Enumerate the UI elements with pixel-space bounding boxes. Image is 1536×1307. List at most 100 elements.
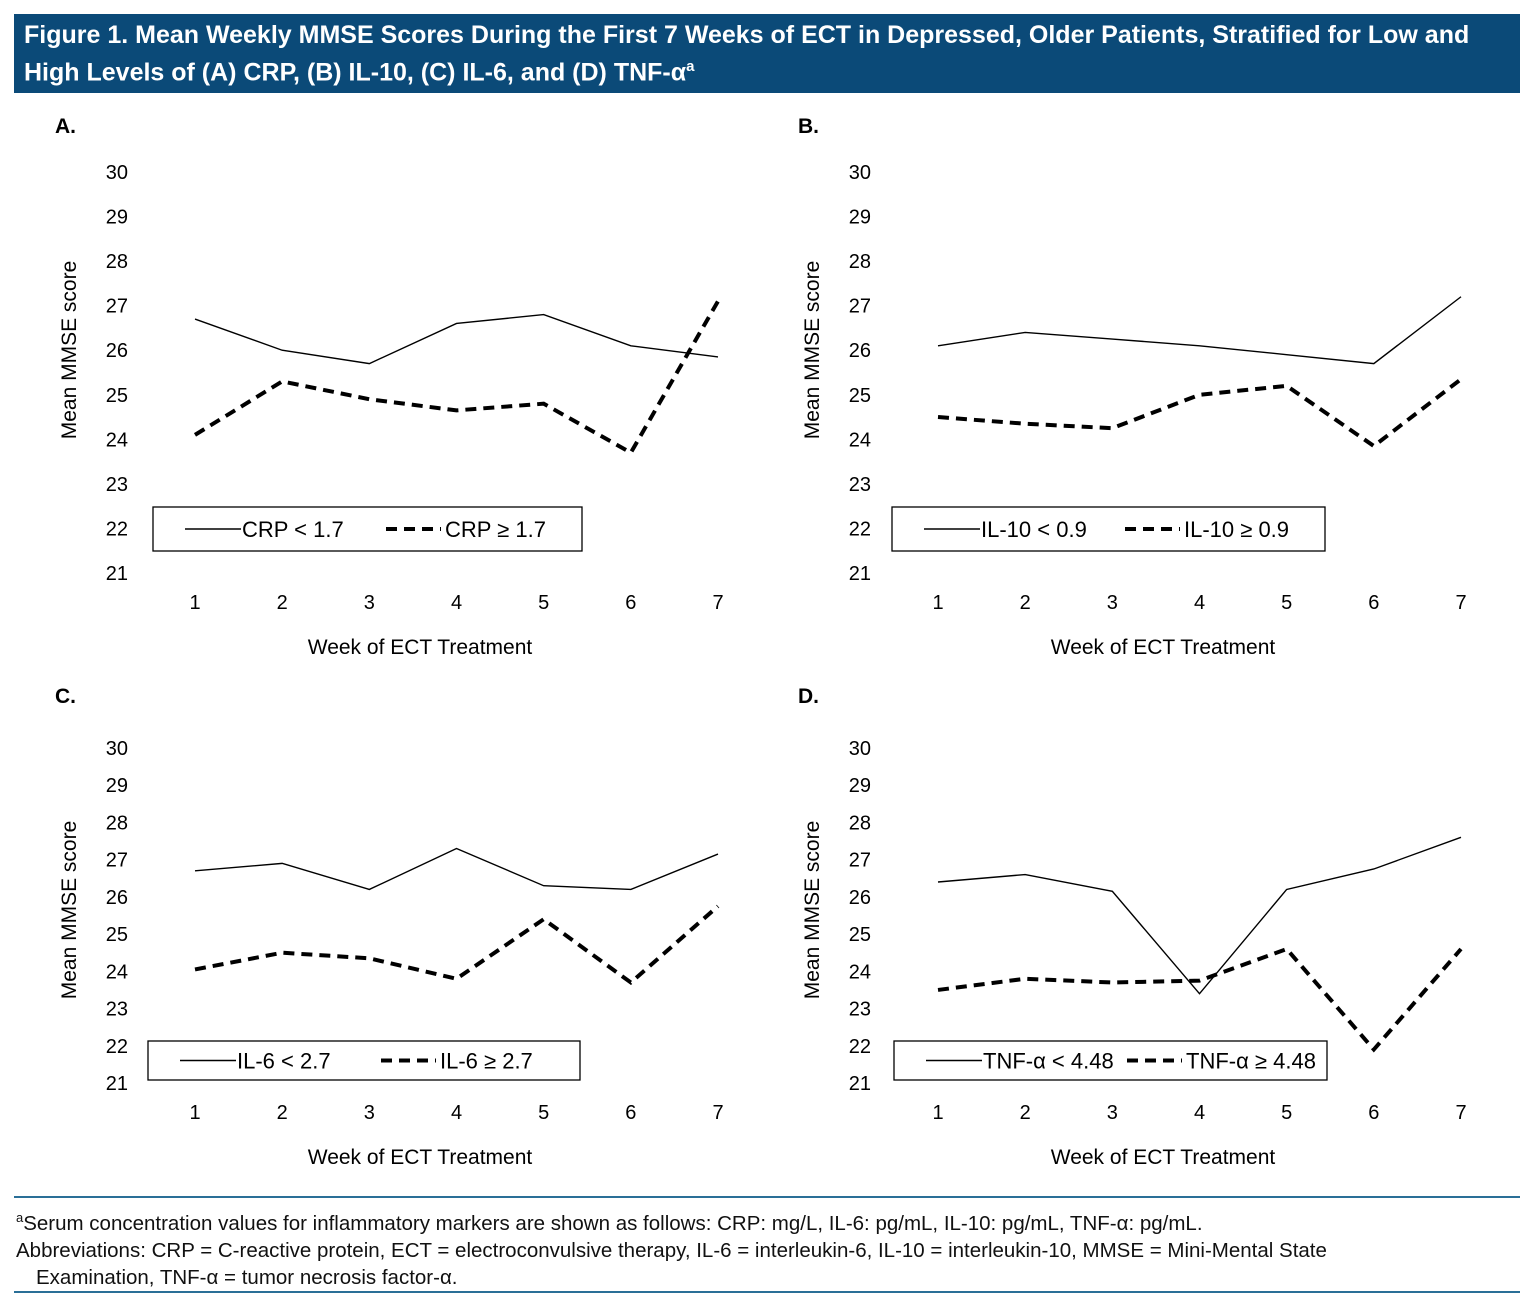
y-tick-label: 21: [849, 1073, 871, 1095]
legend-label: TNF-α ≥ 4.48: [1186, 1049, 1316, 1074]
y-tick-label: 30: [106, 162, 128, 184]
y-tick-label: 29: [106, 207, 128, 229]
y-tick-label: 22: [849, 518, 871, 540]
series-line-solid: [194, 847, 719, 891]
y-tick-label: 22: [849, 1036, 871, 1058]
panel-label: A.: [55, 115, 76, 138]
x-axis-label: Week of ECT Treatment: [1051, 636, 1276, 659]
footnote-a: aSerum concentration values for inflamma…: [16, 1204, 1518, 1237]
y-tick-label: 24: [849, 429, 871, 451]
y-tick-label: 21: [106, 1073, 128, 1095]
series-line-dashed: [193, 300, 720, 456]
x-axis-label: Week of ECT Treatment: [1051, 1146, 1276, 1169]
y-tick-label: 26: [849, 340, 871, 362]
y-axis-label: Mean MMSE score: [58, 261, 81, 440]
y-tick-label: 24: [106, 961, 128, 983]
y-tick-label: 26: [849, 887, 871, 909]
figure-title: Figure 1. Mean Weekly MMSE Scores During…: [14, 14, 1520, 93]
y-tick-label: 27: [849, 296, 871, 318]
y-tick-label: 30: [849, 162, 871, 184]
x-tick-label: 4: [1194, 592, 1205, 614]
legend-label: CRP ≥ 1.7: [445, 517, 546, 542]
y-axis-label: Mean MMSE score: [801, 261, 824, 440]
x-tick-label: 1: [932, 592, 943, 614]
legend-label: IL-10 < 0.9: [981, 517, 1087, 542]
y-tick-label: 27: [106, 296, 128, 318]
legend-label: TNF-α < 4.48: [983, 1049, 1114, 1074]
y-tick-label: 24: [849, 961, 871, 983]
x-axis-label: Week of ECT Treatment: [308, 636, 533, 659]
legend-label: IL-10 ≥ 0.9: [1184, 517, 1289, 542]
figure-title-sup: a: [686, 58, 695, 75]
y-tick-label: 30: [849, 738, 871, 760]
y-tick-label: 29: [849, 207, 871, 229]
legend-label: CRP < 1.7: [242, 517, 344, 542]
y-tick-label: 23: [849, 474, 871, 496]
x-tick-label: 2: [277, 1102, 288, 1124]
y-tick-label: 23: [106, 474, 128, 496]
x-tick-label: 4: [451, 1102, 462, 1124]
x-tick-label: 2: [1020, 1102, 1031, 1124]
y-tick-label: 28: [849, 251, 871, 273]
series-line-dashed: [937, 377, 1463, 449]
x-tick-label: 2: [1020, 592, 1031, 614]
y-tick-label: 26: [106, 340, 128, 362]
legend-label: IL-6 < 2.7: [237, 1049, 331, 1074]
x-tick-label: 1: [932, 1102, 943, 1124]
x-tick-label: 5: [1281, 592, 1292, 614]
x-tick-label: 6: [625, 592, 636, 614]
x-tick-label: 1: [189, 592, 200, 614]
y-tick-label: 25: [106, 924, 128, 946]
x-tick-label: 5: [538, 1102, 549, 1124]
y-tick-label: 25: [106, 385, 128, 407]
x-tick-label: 3: [364, 592, 375, 614]
x-tick-label: 5: [1281, 1102, 1292, 1124]
panel-label: C.: [55, 685, 76, 708]
x-tick-label: 3: [364, 1102, 375, 1124]
y-tick-label: 24: [106, 429, 128, 451]
footnote-text: Serum concentration values for inflammat…: [23, 1211, 1203, 1235]
panel-label: B.: [798, 115, 819, 138]
y-tick-label: 21: [106, 563, 128, 585]
x-tick-label: 1: [189, 1102, 200, 1124]
abbreviations-cont: Examination, TNF-α = tumor necrosis fact…: [36, 1265, 458, 1289]
x-tick-label: 6: [625, 1102, 636, 1124]
series-line-solid: [194, 313, 719, 365]
x-tick-label: 2: [277, 592, 288, 614]
series-line-solid: [937, 836, 1462, 995]
x-tick-label: 3: [1107, 1102, 1118, 1124]
y-tick-label: 29: [849, 775, 871, 797]
x-tick-label: 4: [451, 592, 462, 614]
y-tick-label: 29: [106, 775, 128, 797]
y-tick-label: 28: [106, 812, 128, 834]
figure-title-text: Figure 1. Mean Weekly MMSE Scores During…: [24, 21, 1470, 87]
y-tick-label: 28: [106, 251, 128, 273]
x-tick-label: 7: [1455, 592, 1466, 614]
y-tick-label: 21: [849, 563, 871, 585]
y-tick-label: 23: [106, 999, 128, 1021]
footnote-sup: a: [16, 1210, 24, 1225]
y-tick-label: 23: [849, 999, 871, 1021]
y-tick-label: 27: [849, 850, 871, 872]
footnotes: aSerum concentration values for inflamma…: [14, 1196, 1520, 1293]
x-tick-label: 7: [712, 592, 723, 614]
x-tick-label: 3: [1107, 592, 1118, 614]
y-axis-label: Mean MMSE score: [58, 821, 81, 1000]
y-tick-label: 22: [106, 518, 128, 540]
y-tick-label: 30: [106, 738, 128, 760]
x-tick-label: 5: [538, 592, 549, 614]
y-tick-label: 28: [849, 812, 871, 834]
x-tick-label: 7: [1455, 1102, 1466, 1124]
series-line-dashed: [937, 946, 1463, 1053]
y-tick-label: 25: [849, 385, 871, 407]
panel-label: D.: [798, 685, 819, 708]
y-tick-label: 22: [106, 1036, 128, 1058]
x-tick-label: 7: [712, 1102, 723, 1124]
series-line-solid: [937, 296, 1462, 365]
x-tick-label: 6: [1368, 1102, 1379, 1124]
legend-label: IL-6 ≥ 2.7: [440, 1049, 533, 1074]
series-line-dashed: [194, 904, 720, 986]
abbreviations: Abbreviations: CRP = C-reactive protein,…: [16, 1238, 1327, 1262]
x-axis-label: Week of ECT Treatment: [308, 1146, 533, 1169]
